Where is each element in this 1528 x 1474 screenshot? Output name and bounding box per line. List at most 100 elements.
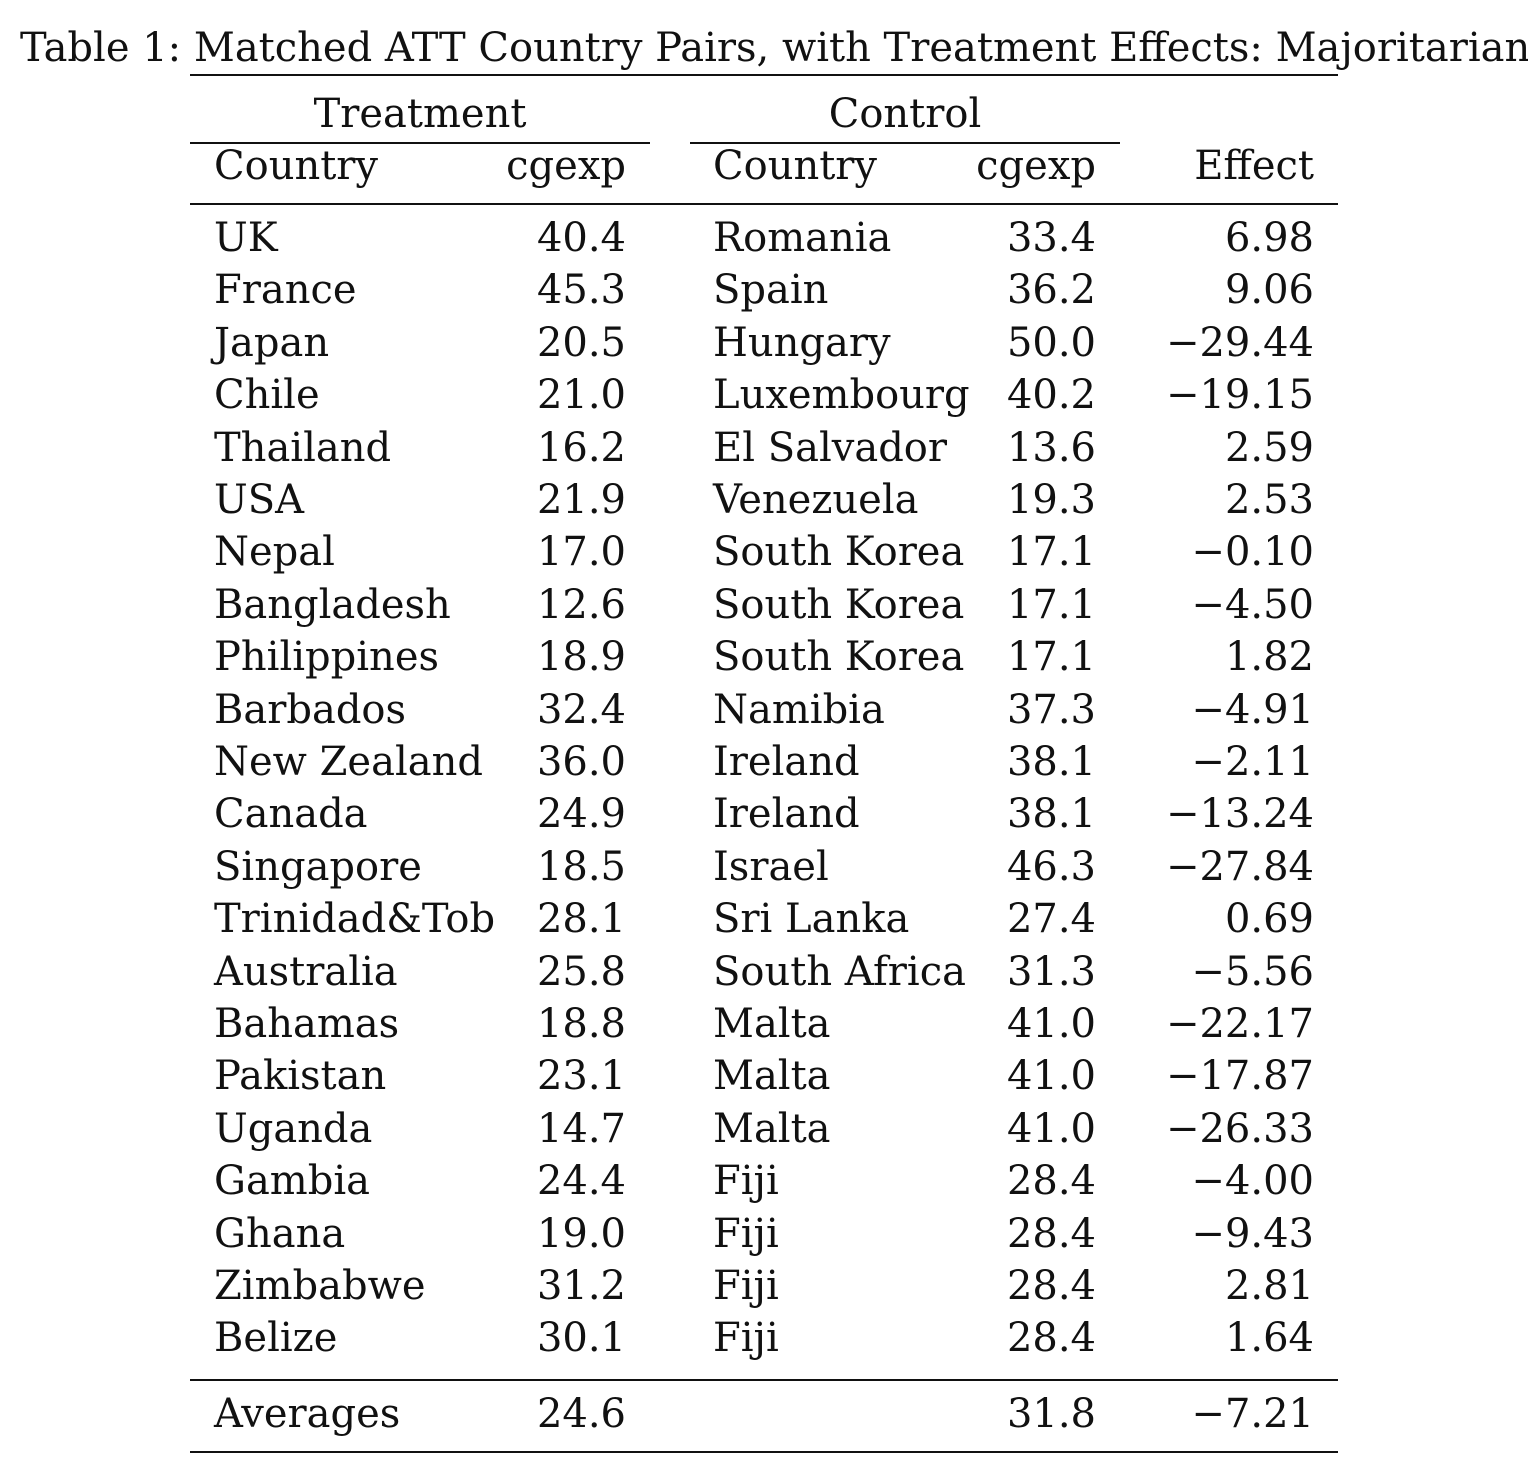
cell-control-country: South Korea (713, 529, 965, 576)
cell-treatment-cgexp: 16.2 (536, 424, 626, 471)
cell-effect: 1.64 (1224, 1315, 1314, 1362)
cell-effect: −0.10 (1191, 529, 1314, 576)
cell-control-cgexp: 40.2 (1006, 372, 1096, 419)
cell-treatment-country: Belize (214, 1315, 338, 1362)
cell-effect: −17.87 (1165, 1053, 1314, 1100)
cell-control-cgexp: 37.3 (1006, 686, 1096, 733)
cell-control-cgexp: 17.1 (1006, 529, 1096, 576)
cell-treatment-cgexp: 36.0 (536, 739, 626, 785)
cell-control-country: Fiji (713, 1158, 779, 1205)
cell-control-cgexp: 28.4 (1006, 1315, 1096, 1362)
cell-control-country: Hungary (713, 319, 891, 366)
cell-effect: −2.11 (1191, 739, 1314, 785)
cell-control-cgexp: 13.6 (1006, 424, 1096, 471)
cell-treatment-country: Chile (214, 372, 320, 419)
column-header-control-country: Country (713, 143, 878, 189)
cell-control-cgexp: 50.0 (1006, 319, 1096, 366)
cell-treatment-country: Japan (214, 319, 330, 366)
cell-control-country: Malta (713, 1053, 831, 1100)
cell-control-country: South Africa (713, 948, 966, 995)
cell-effect: 2.53 (1224, 477, 1314, 523)
group-header-treatment: Treatment (313, 91, 527, 137)
cell-treatment-cgexp: 19.0 (536, 1210, 626, 1257)
group-rule-treatment (190, 142, 650, 144)
cell-effect: 6.98 (1224, 215, 1314, 261)
cell-control-country: El Salvador (713, 424, 948, 471)
cell-control-country: Fiji (713, 1315, 779, 1362)
cell-treatment-country: New Zealand (214, 739, 483, 785)
cell-treatment-cgexp: 20.5 (536, 319, 626, 366)
cell-treatment-cgexp: 25.8 (536, 948, 626, 995)
averages-control-cgexp: 31.8 (1006, 1391, 1096, 1437)
cell-treatment-country: Gambia (214, 1158, 370, 1205)
cell-effect: 2.59 (1224, 424, 1314, 471)
cell-treatment-country: Canada (214, 791, 368, 838)
cell-control-cgexp: 41.0 (1006, 1053, 1096, 1100)
cell-control-country: Ireland (713, 739, 860, 785)
cell-control-cgexp: 46.3 (1006, 843, 1096, 890)
group-header-control: Control (828, 91, 982, 137)
cell-treatment-country: Bahamas (214, 1001, 400, 1047)
cell-effect: −27.84 (1165, 843, 1314, 890)
cell-control-country: Namibia (713, 686, 885, 733)
averages-rule (190, 1379, 1338, 1381)
cell-treatment-country: Bangladesh (214, 581, 451, 628)
cell-control-cgexp: 28.4 (1006, 1158, 1096, 1205)
cell-effect: −29.44 (1165, 319, 1314, 366)
cell-effect: −19.15 (1165, 372, 1314, 419)
cell-treatment-cgexp: 31.2 (536, 1263, 626, 1309)
cell-effect: −22.17 (1165, 1001, 1314, 1047)
group-rule-control (690, 142, 1120, 144)
top-rule (190, 74, 1338, 76)
cell-control-cgexp: 28.4 (1006, 1210, 1096, 1257)
cell-treatment-country: Trinidad&Tob (214, 896, 496, 943)
cell-control-cgexp: 38.1 (1006, 739, 1096, 785)
cell-treatment-country: Australia (214, 948, 398, 995)
cell-effect: −4.50 (1191, 581, 1314, 628)
cell-effect: −9.43 (1191, 1210, 1314, 1257)
cell-treatment-cgexp: 45.3 (536, 267, 626, 314)
cell-treatment-country: Zimbabwe (214, 1263, 426, 1309)
cell-control-country: Fiji (713, 1263, 779, 1309)
cell-treatment-country: Philippines (214, 634, 440, 681)
cell-effect: −13.24 (1165, 791, 1314, 838)
cell-treatment-cgexp: 21.0 (536, 372, 626, 419)
cell-treatment-cgexp: 18.9 (536, 634, 626, 681)
cell-treatment-cgexp: 21.9 (536, 477, 626, 523)
cell-control-country: Romania (713, 215, 892, 261)
cell-control-cgexp: 19.3 (1006, 477, 1096, 523)
cell-treatment-country: Nepal (214, 529, 335, 576)
cell-treatment-country: Uganda (214, 1105, 373, 1152)
cell-treatment-country: USA (214, 477, 304, 523)
cell-treatment-cgexp: 18.8 (536, 1001, 626, 1047)
cell-control-cgexp: 33.4 (1006, 215, 1096, 261)
cell-control-country: Sri Lanka (713, 896, 910, 943)
column-header-treatment-cgexp: cgexp (506, 143, 626, 189)
cell-treatment-cgexp: 12.6 (536, 581, 626, 628)
column-header-effect: Effect (1194, 143, 1314, 189)
cell-treatment-cgexp: 28.1 (536, 896, 626, 943)
cell-control-country: South Korea (713, 581, 965, 628)
cell-treatment-cgexp: 32.4 (536, 686, 626, 733)
cell-control-cgexp: 28.4 (1006, 1263, 1096, 1309)
cell-treatment-cgexp: 14.7 (536, 1105, 626, 1152)
cell-control-country: Ireland (713, 791, 860, 838)
cell-treatment-cgexp: 30.1 (536, 1315, 626, 1362)
cell-effect: −4.00 (1191, 1158, 1314, 1205)
header-rule (190, 203, 1338, 205)
cell-control-cgexp: 38.1 (1006, 791, 1096, 838)
cell-treatment-country: Singapore (214, 843, 422, 890)
table-caption: Table 1: Matched ATT Country Pairs, with… (20, 26, 1528, 70)
bottom-rule (190, 1451, 1338, 1453)
cell-treatment-cgexp: 24.9 (536, 791, 626, 838)
cell-control-cgexp: 41.0 (1006, 1105, 1096, 1152)
cell-effect: −5.56 (1191, 948, 1314, 995)
cell-treatment-country: France (214, 267, 357, 314)
cell-control-country: Israel (713, 843, 829, 890)
cell-control-country: Fiji (713, 1210, 779, 1257)
cell-effect: 9.06 (1224, 267, 1314, 314)
cell-control-country: Venezuela (713, 477, 919, 523)
cell-control-cgexp: 17.1 (1006, 634, 1096, 681)
cell-effect: −26.33 (1165, 1105, 1314, 1152)
